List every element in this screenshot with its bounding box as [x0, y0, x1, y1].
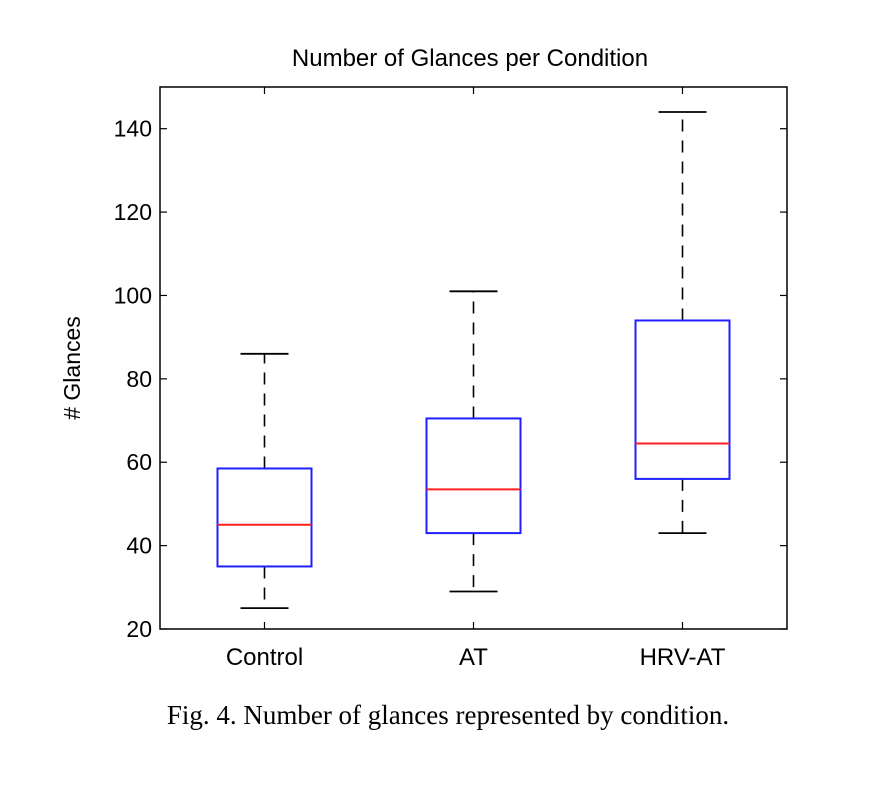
x-tick-label: HRV-AT [640, 644, 726, 671]
y-tick-label: 60 [126, 449, 152, 475]
plot-area: 20 40 60 80 100 120 140 Control AT HRV-AT [114, 86, 788, 671]
figure-caption: Fig. 4. Number of glances represented by… [166, 700, 730, 730]
box-iqr [425, 417, 522, 535]
y-tick-label: 120 [114, 199, 152, 225]
box-iqr [216, 467, 313, 568]
chart-title: Number of Glances per Condition [292, 45, 648, 72]
boxplot-chart: Number of Glances per Condition # Glance… [59, 45, 788, 671]
y-tick-label: 100 [114, 282, 152, 308]
box-iqr [634, 319, 731, 480]
y-tick-label: 140 [114, 116, 152, 142]
y-tick-label: 40 [126, 533, 152, 559]
y-tick-label: 80 [126, 366, 152, 392]
y-tick-label: 20 [126, 616, 152, 642]
x-tick-label: AT [459, 644, 488, 671]
x-tick-label: Control [226, 644, 303, 671]
y-axis-label: # Glances [59, 316, 85, 420]
